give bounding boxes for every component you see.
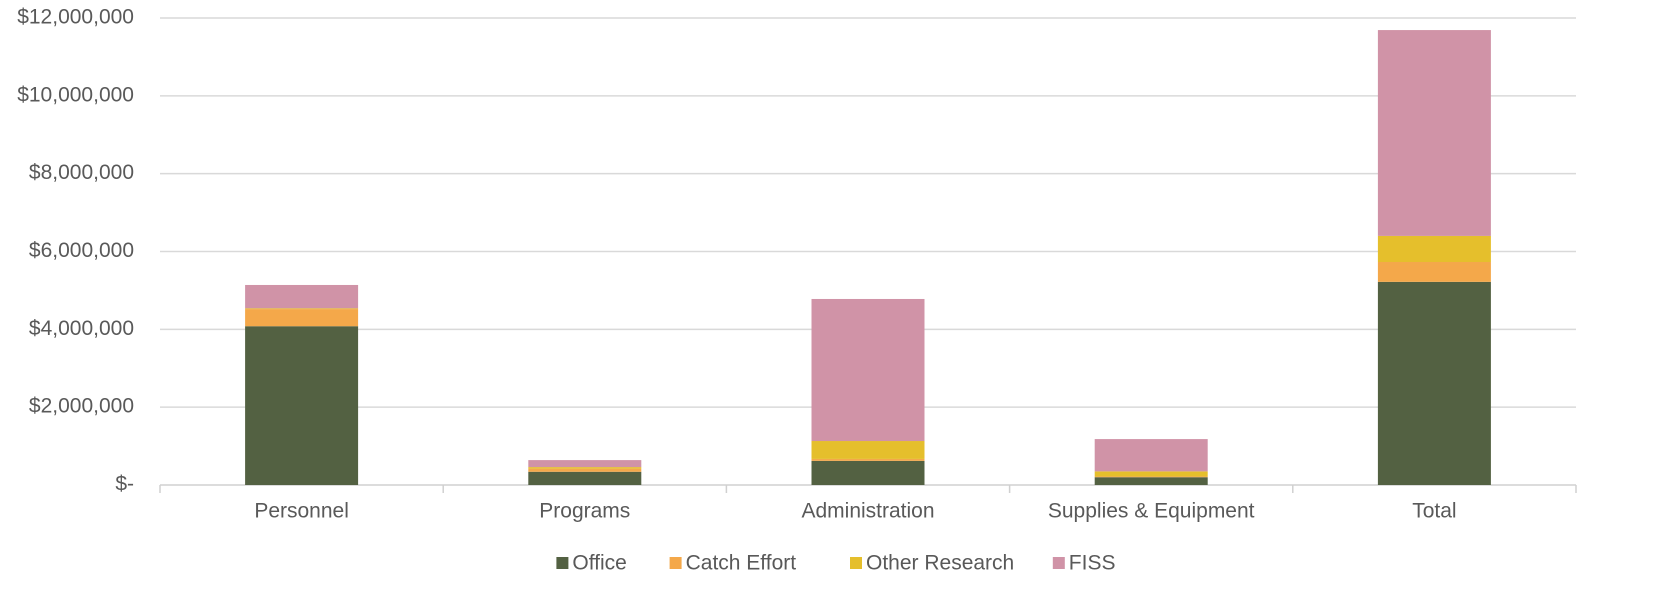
bar-segment — [245, 326, 359, 485]
bar-segment — [1094, 471, 1208, 477]
bar-segment — [1377, 30, 1491, 236]
legend-label: Office — [572, 552, 626, 575]
x-tick-label: Supplies & Equipment — [1048, 500, 1255, 523]
legend-swatch — [850, 557, 862, 569]
bar-segment — [245, 309, 359, 327]
y-tick-label: $2,000,000 — [29, 395, 134, 418]
bar-segment — [528, 471, 642, 485]
legend-label: FISS — [1069, 552, 1116, 575]
bar-segment — [1094, 476, 1208, 478]
legend-swatch — [669, 557, 682, 569]
bar-segment — [528, 468, 642, 472]
legend-label: Catch Effort — [686, 552, 797, 575]
bar-segment — [811, 458, 925, 461]
bar-segment — [811, 441, 925, 459]
y-tick-label: $10,000,000 — [17, 83, 134, 106]
x-tick-label: Administration — [801, 500, 934, 523]
x-tick-label: Total — [1412, 500, 1456, 523]
bar-segment — [245, 284, 359, 309]
bar-segment — [1377, 281, 1491, 485]
y-tick-label: $8,000,000 — [29, 161, 134, 184]
legend-label: Other Research — [866, 552, 1014, 575]
bar-segment — [811, 460, 925, 485]
bar-segment — [245, 308, 359, 310]
bar-segment — [1094, 439, 1208, 472]
y-tick-label: $4,000,000 — [29, 317, 134, 340]
bar-segment — [811, 298, 925, 442]
bar-segment — [1094, 477, 1208, 485]
y-tick-label: $6,000,000 — [29, 239, 134, 262]
bar-segment — [528, 467, 642, 469]
legend-swatch — [556, 557, 569, 569]
y-tick-label: $12,000,000 — [17, 6, 134, 29]
x-tick-label: Personnel — [254, 500, 349, 523]
legend-swatch — [1052, 557, 1065, 569]
bar-segment — [1377, 262, 1491, 282]
x-tick-label: Programs — [539, 500, 630, 523]
y-tick-label: $- — [115, 473, 134, 496]
bar-segment — [528, 460, 642, 468]
bar-segment — [1377, 235, 1491, 263]
